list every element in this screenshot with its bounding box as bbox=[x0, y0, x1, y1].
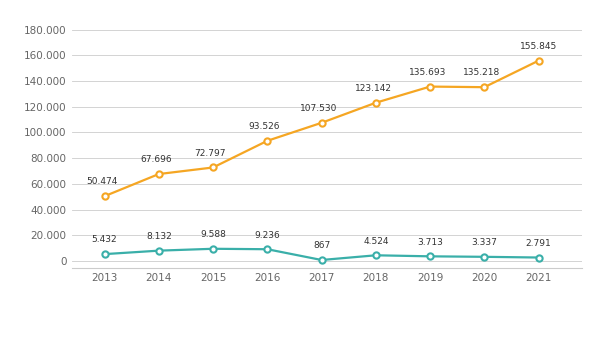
Text: 8.132: 8.132 bbox=[146, 232, 172, 241]
Text: 155.845: 155.845 bbox=[520, 42, 557, 51]
Text: 2.791: 2.791 bbox=[526, 239, 551, 248]
Text: 50.474: 50.474 bbox=[86, 177, 118, 187]
Text: 5.432: 5.432 bbox=[92, 235, 118, 245]
Text: 9.236: 9.236 bbox=[254, 230, 280, 239]
Text: 867: 867 bbox=[313, 241, 330, 250]
Text: 3.713: 3.713 bbox=[417, 238, 443, 247]
Text: 3.337: 3.337 bbox=[472, 238, 497, 247]
Text: 93.526: 93.526 bbox=[249, 122, 280, 131]
Text: 67.696: 67.696 bbox=[140, 155, 172, 164]
Text: 9.588: 9.588 bbox=[200, 230, 226, 239]
Text: 123.142: 123.142 bbox=[355, 84, 392, 93]
Text: 107.530: 107.530 bbox=[300, 104, 337, 113]
Legend: Congedo obbligatorio, Congedo facoltativo: Congedo obbligatorio, Congedo facoltativ… bbox=[154, 341, 500, 343]
Text: 135.218: 135.218 bbox=[463, 69, 500, 78]
Text: 72.797: 72.797 bbox=[194, 149, 226, 158]
Text: 4.524: 4.524 bbox=[363, 237, 389, 246]
Text: 135.693: 135.693 bbox=[409, 68, 446, 77]
